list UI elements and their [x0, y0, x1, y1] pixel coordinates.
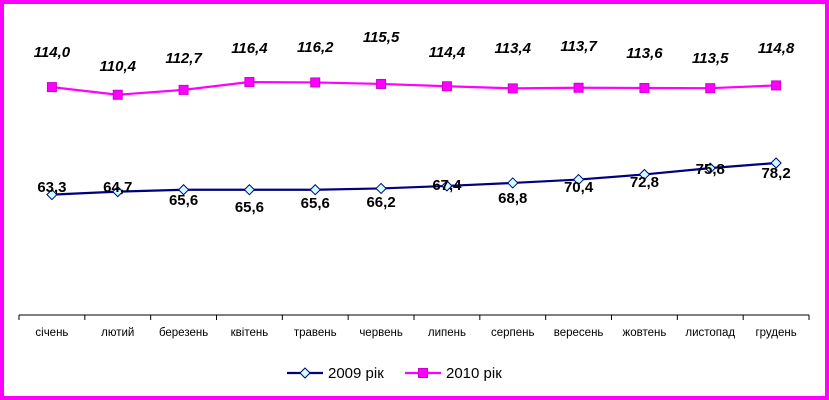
data-point-2010-7 [441, 81, 452, 92]
data-label-2010-12: 114,8 [758, 40, 795, 57]
data-point-2009-1 [46, 188, 58, 201]
data-label-2009-2: 64,7 [103, 179, 132, 196]
data-point-2009-10 [638, 168, 651, 181]
data-point-2010-9 [573, 82, 584, 93]
data-label-2010-4: 116,4 [231, 40, 268, 57]
x-tick-label-7: липень [428, 327, 466, 339]
x-tick-label-10: жовтень [623, 327, 667, 339]
x-tick-label-8: серпень [491, 327, 535, 339]
x-tick-label-12: грудень [755, 327, 796, 339]
series-line-2009 [51, 161, 777, 196]
data-point-2009-9 [572, 173, 585, 186]
legend-marker-2010 [418, 368, 428, 378]
data-point-2010-6 [376, 78, 387, 89]
x-tick-label-6: червень [359, 327, 403, 339]
data-label-2010-1: 114,0 [34, 44, 71, 61]
data-point-2009-8 [507, 177, 519, 189]
data-label-2009-12: 78,2 [761, 165, 790, 182]
data-label-2009-10: 72,8 [630, 174, 659, 191]
x-tick-label-3: березень [159, 327, 208, 339]
data-point-2009-5 [309, 184, 321, 196]
x-tick-label-5: травень [294, 327, 337, 339]
data-point-2010-5 [310, 77, 321, 88]
data-point-2009-11 [704, 162, 716, 174]
data-label-2010-5: 116,2 [297, 39, 334, 56]
x-tick-label-4: квітень [231, 327, 269, 339]
data-label-2009-5: 65,6 [301, 195, 330, 212]
legend-label-2009: 2009 рік [328, 365, 384, 382]
data-point-2009-12 [770, 157, 782, 169]
data-label-2010-6: 115,5 [363, 29, 400, 46]
data-point-2010-11 [705, 83, 716, 94]
data-point-2009-2 [112, 185, 124, 198]
data-point-2010-8 [507, 83, 518, 94]
x-tick-label-11: листопад [685, 327, 735, 339]
legend: 2009 рік 2010 рік [287, 365, 502, 382]
data-label-2010-9: 113,7 [560, 38, 597, 55]
data-point-2010-12 [771, 80, 782, 91]
data-point-2009-4 [243, 184, 256, 196]
data-label-2010-2: 110,4 [100, 58, 137, 75]
data-label-2009-7: 67,4 [432, 177, 462, 194]
data-label-2009-9: 70,4 [564, 179, 594, 196]
data-label-2009-8: 68,8 [498, 190, 527, 207]
data-label-2009-1: 63,3 [37, 179, 66, 196]
data-label-2010-11: 113,5 [692, 50, 729, 67]
x-tick-label-2: лютий [101, 327, 134, 339]
data-label-2010-8: 113,4 [495, 40, 532, 57]
legend-label-2010: 2010 рік [446, 365, 502, 382]
data-point-2010-1 [46, 82, 57, 93]
data-label-2009-3: 65,6 [169, 192, 198, 209]
legend-marker-2009 [299, 367, 311, 379]
data-point-2009-6 [375, 182, 387, 195]
data-point-2010-3 [178, 84, 189, 95]
data-label-2009-4: 65,6 [235, 199, 264, 216]
data-label-2010-10: 113,6 [626, 45, 663, 62]
x-tick-label-1: січень [35, 327, 68, 339]
x-tick-label-9: вересень [554, 327, 604, 339]
data-point-2010-2 [112, 89, 123, 100]
data-point-2009-3 [177, 184, 190, 196]
data-point-2010-10 [639, 82, 650, 93]
data-label-2010-7: 114,4 [429, 44, 466, 61]
data-label-2009-11: 75,8 [696, 161, 725, 178]
data-label-2009-6: 66,2 [366, 194, 395, 211]
data-label-2010-3: 112,7 [165, 50, 202, 67]
data-point-2010-4 [244, 77, 255, 88]
series-line-2010 [51, 80, 777, 96]
data-point-2009-7 [441, 180, 453, 192]
